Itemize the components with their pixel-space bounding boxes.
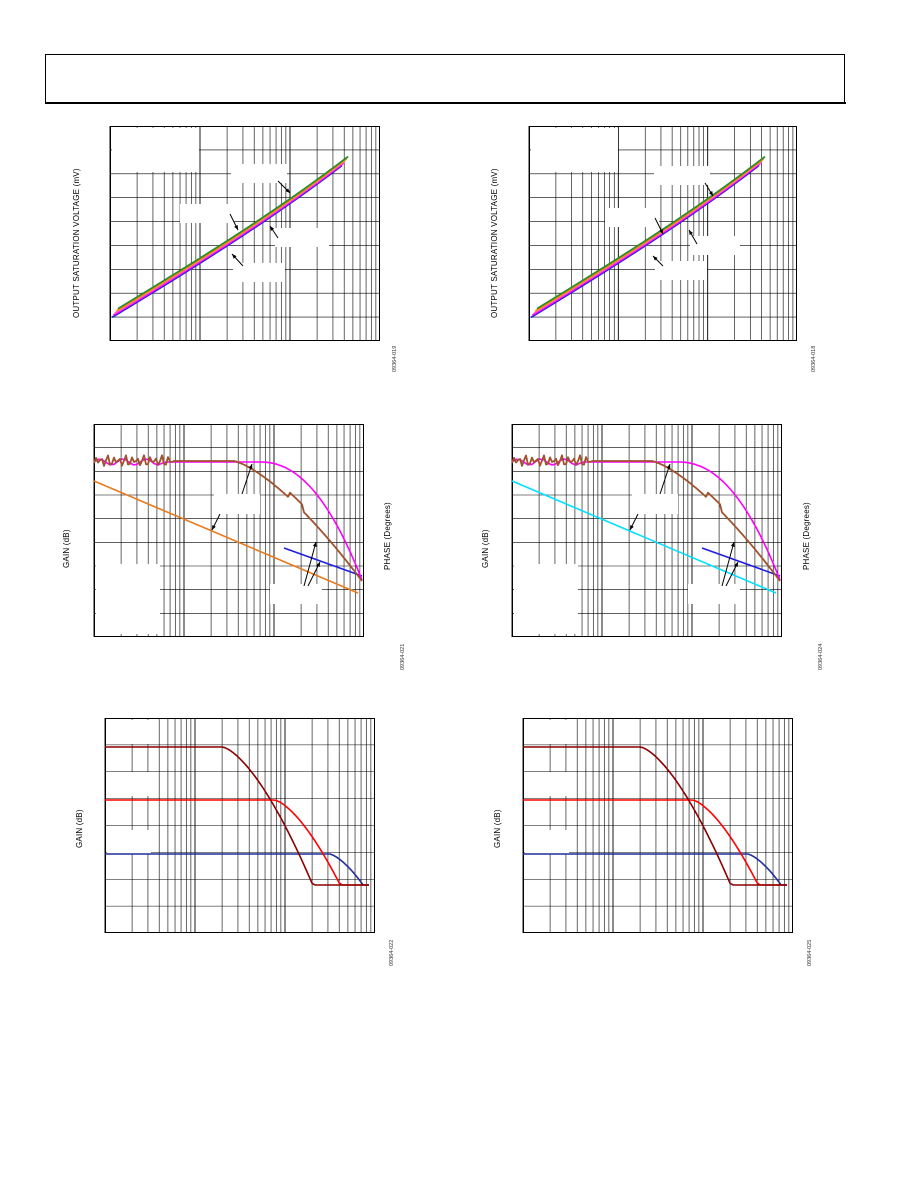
callout-arrowhead bbox=[734, 562, 738, 567]
right-bot-plot bbox=[522, 718, 793, 933]
callout-arrowhead bbox=[630, 525, 634, 530]
callout-arrowhead bbox=[659, 229, 663, 234]
legend-box bbox=[214, 494, 260, 514]
right-bot-ylabel: GAIN (dB) bbox=[493, 809, 502, 848]
gain-curve-darkred bbox=[105, 746, 369, 886]
callout-arrowhead bbox=[730, 542, 735, 547]
plot-frame bbox=[512, 424, 782, 637]
plot-frame bbox=[529, 126, 797, 341]
saturation-curve bbox=[114, 160, 346, 314]
plot-frame bbox=[110, 126, 380, 341]
legend-box bbox=[654, 166, 710, 185]
callout-arrowhead bbox=[666, 464, 671, 469]
legend-box bbox=[688, 584, 740, 604]
right-mid-fig-id: 09364-024 bbox=[818, 643, 824, 670]
callout-arrowhead bbox=[232, 254, 237, 259]
legend-box bbox=[632, 494, 678, 514]
legend-box bbox=[107, 720, 151, 744]
gain-curve-darkred bbox=[523, 746, 787, 886]
legend-box bbox=[180, 204, 234, 223]
left-mid-plot bbox=[93, 424, 364, 637]
left-mid-ylabel: GAIN (dB) bbox=[62, 529, 71, 568]
callout-arrow bbox=[721, 541, 735, 587]
right-top-plot bbox=[528, 126, 797, 341]
gain-curve-red bbox=[105, 799, 369, 886]
gain-curve-navy bbox=[523, 853, 787, 886]
callout-arrow bbox=[303, 541, 317, 587]
header-rule bbox=[45, 102, 846, 104]
left-bot-plot bbox=[104, 718, 375, 933]
page-header-box bbox=[45, 54, 845, 103]
callout-arrowhead bbox=[270, 226, 275, 231]
saturation-curve bbox=[113, 162, 345, 316]
gain-curve-red bbox=[523, 799, 787, 886]
legend-box bbox=[605, 208, 659, 227]
left-bot-fig-id: 09364-022 bbox=[389, 939, 395, 966]
gain-line-blue bbox=[283, 547, 363, 577]
right-mid-y2label: PHASE (Degrees) bbox=[802, 502, 811, 570]
left-top-plot bbox=[109, 126, 380, 341]
gain-line-blue bbox=[701, 547, 781, 577]
legend-box bbox=[525, 830, 569, 854]
saturation-curve bbox=[117, 155, 349, 310]
right-top-fig-id: 09364-018 bbox=[811, 345, 817, 372]
left-mid-y2label: PHASE (Degrees) bbox=[383, 502, 392, 570]
legend-box bbox=[525, 772, 569, 796]
gain-curve-navy bbox=[105, 853, 369, 886]
left-top-fig-id: 09364-019 bbox=[392, 345, 398, 372]
callout-arrowhead bbox=[234, 225, 238, 230]
callout-arrowhead bbox=[653, 256, 658, 261]
callout-arrow bbox=[659, 463, 671, 495]
legend-box bbox=[107, 830, 151, 854]
right-top-ylabel: OUTPUT SATURATION VOLTAGE (mV) bbox=[490, 168, 499, 318]
plot-frame bbox=[94, 424, 364, 637]
plot-frame bbox=[105, 718, 375, 933]
left-bot-ylabel: GAIN (dB) bbox=[75, 809, 84, 848]
legend-box bbox=[514, 564, 578, 634]
legend-box bbox=[107, 772, 151, 796]
gain-curve-brown bbox=[511, 454, 781, 582]
callout-arrowhead bbox=[312, 542, 317, 547]
legend-box bbox=[231, 164, 287, 183]
plot-frame bbox=[523, 718, 793, 933]
right-mid-ylabel: GAIN (dB) bbox=[481, 529, 490, 568]
callout-arrowhead bbox=[212, 525, 216, 530]
callout-arrowhead bbox=[689, 230, 693, 235]
right-bot-fig-id: 09364-025 bbox=[807, 939, 813, 966]
legend-box bbox=[655, 261, 707, 280]
saturation-curve bbox=[536, 155, 766, 310]
left-mid-fig-id: 09364-021 bbox=[400, 643, 406, 670]
gain-curve-brown bbox=[93, 454, 363, 582]
saturation-curve bbox=[116, 158, 348, 312]
callout-arrowhead bbox=[248, 464, 253, 469]
right-mid-plot bbox=[511, 424, 782, 637]
callout-arrowhead bbox=[708, 191, 713, 196]
legend-box bbox=[525, 720, 569, 744]
legend-box bbox=[275, 228, 329, 247]
saturation-curve bbox=[111, 164, 343, 319]
callout-arrow bbox=[241, 463, 253, 495]
legend-box bbox=[531, 128, 618, 172]
legend-box bbox=[233, 263, 285, 282]
legend-box bbox=[112, 128, 199, 172]
legend-box bbox=[690, 236, 740, 255]
legend-box bbox=[96, 564, 160, 634]
callout-arrowhead bbox=[285, 188, 290, 193]
callout-arrowhead bbox=[316, 562, 320, 567]
left-top-ylabel: OUTPUT SATURATION VOLTAGE (mV) bbox=[72, 168, 81, 318]
legend-box bbox=[270, 584, 322, 604]
